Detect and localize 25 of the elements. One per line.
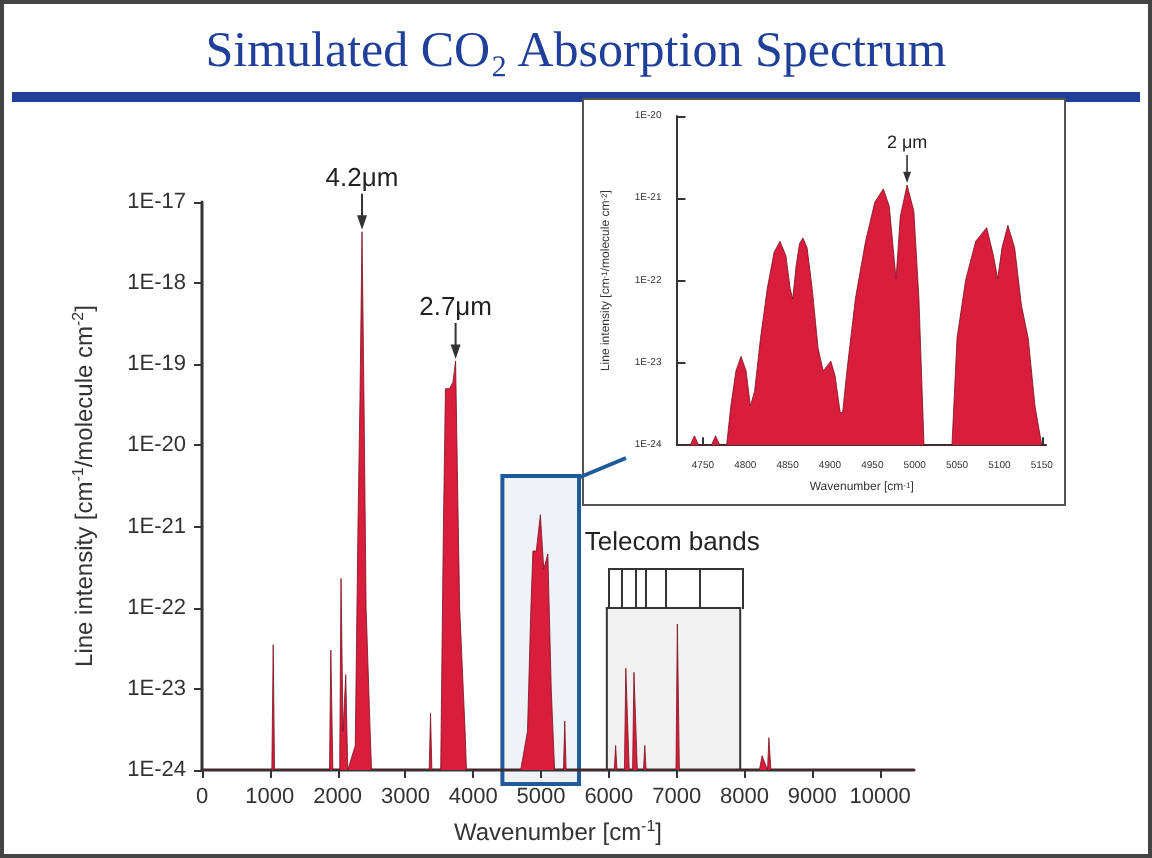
y-tick-label: 1E-18 — [127, 271, 186, 296]
x-tick-label: 4000 — [448, 785, 498, 809]
x-tick-label: 1000 — [245, 785, 295, 809]
x-tick-label: 10000 — [849, 785, 911, 809]
x-tick-label: 5000 — [516, 785, 566, 809]
chart-title: Simulated CO₂ Absorption Spectrum — [205, 24, 948, 78]
annotation: 2 μm — [886, 132, 928, 153]
x-tick-label: 0 — [195, 785, 209, 809]
x-tick-label: 3000 — [380, 785, 430, 809]
x-tick-label: 7000 — [652, 785, 702, 809]
y-tick-label: 1E-17 — [127, 190, 186, 214]
y-tick-label: 1E-23 — [127, 676, 186, 701]
x-tick-label: 9000 — [787, 785, 837, 809]
x-tick-label: 8000 — [719, 785, 769, 809]
x-tick-label: 6000 — [584, 785, 634, 809]
annotation: 4.2μm — [325, 161, 399, 192]
y-tick-label: 1E-21 — [127, 514, 186, 539]
y-tick-label: 1E-24 — [127, 758, 186, 782]
y-tick-label: 1E-19 — [127, 352, 186, 377]
y-axis-title: Line intensity [cm-1/molecule cm-2] — [69, 305, 98, 667]
y-tick-label: 1E-22 — [127, 595, 186, 620]
y-tick-label: 1E-20 — [127, 433, 186, 458]
annotation: 2.7μm — [419, 290, 493, 321]
x-tick-label: 2000 — [313, 785, 363, 809]
band-label: Telecom bands — [584, 526, 761, 556]
